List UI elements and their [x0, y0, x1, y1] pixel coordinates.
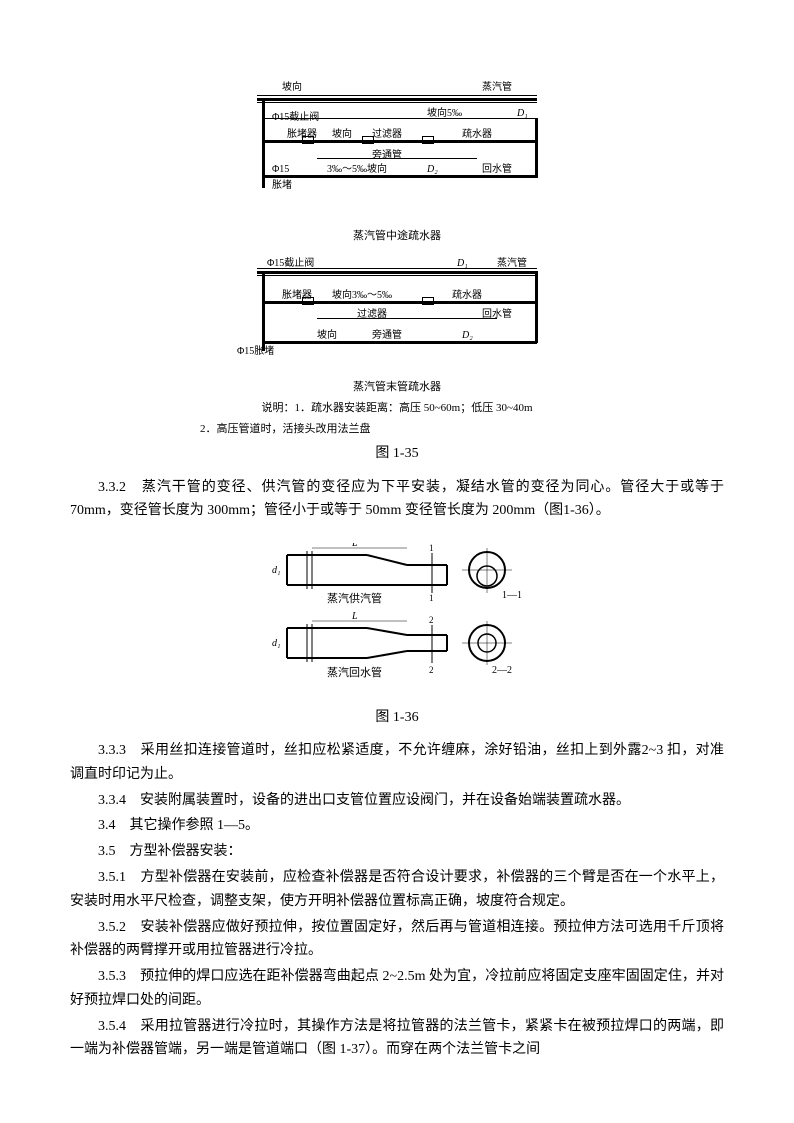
para-35: 3.5 方型补偿器安装：: [70, 840, 724, 864]
explanation-line1: 说明：1．疏水器安装距离：高压 50~60m；低压 30~40m: [70, 400, 724, 418]
label-drain: 疏水器: [462, 127, 492, 143]
para-332: 3.3.2 蒸汽干管的变径、供汽管的变径应为下平安装，凝结水管的变径为同心。管径…: [70, 476, 724, 524]
label2-valve15: Φ15截止阀: [267, 256, 314, 272]
para-333: 3.3.3 采用丝扣连接管道时，丝扣应松紧适度，不允许缠麻，涂好铅油，丝扣上到外…: [70, 739, 724, 787]
label-d1: D₁: [517, 106, 528, 122]
label2-bypass: 旁通管: [372, 328, 402, 344]
diagram-reducer: 1 1 L d₁ 1—1 2: [267, 543, 527, 683]
label2-d1: D₁: [457, 256, 468, 272]
svg-text:d₁: d₁: [272, 565, 280, 576]
label-slope-mid: 坡向: [332, 127, 352, 143]
para-351: 3.5.1 方型补偿器在安装前，应检查补偿器是否符合设计要求，补偿器的三个臂是否…: [70, 866, 724, 914]
label-slope35: 3‰～5‰坡向: [327, 162, 387, 178]
label2-expander: 胀堵器: [282, 288, 312, 304]
label2-slope35: 坡向3‰～5‰: [332, 288, 392, 304]
diagram1-caption: 蒸汽管中途疏水器: [70, 228, 724, 246]
label-slope-top: 坡向: [282, 80, 302, 96]
svg-text:2: 2: [429, 665, 434, 675]
label-slope5: 坡向5‰: [427, 106, 462, 122]
figure-136-container: 1 1 L d₁ 1—1 2: [70, 533, 724, 729]
label2-return: 回水管: [482, 307, 512, 323]
label-return3: 蒸汽回水管: [327, 665, 382, 683]
label-filter: 过滤器: [372, 127, 402, 143]
label2-drain: 疏水器: [452, 288, 482, 304]
para-34: 3.4 其它操作参照 1—5。: [70, 814, 724, 838]
label-supply: 蒸汽供汽管: [327, 591, 382, 609]
label2-filter: 过滤器: [357, 307, 387, 323]
label2-slope: 坡向: [317, 328, 337, 344]
label-phi15: Φ15: [272, 162, 289, 178]
para-353: 3.5.3 预拉伸的焊口应选在距补偿器弯曲起点 2~2.5m 处为宜，冷拉前应将…: [70, 965, 724, 1013]
label2-d2: D₂: [462, 328, 473, 344]
diagram-mid-drain: 坡向 蒸汽管 Φ15截止阀 坡向5‰ D₁ 胀堵器 坡向 过滤器 疏水器 旁通管…: [227, 80, 567, 210]
svg-text:1—1: 1—1: [502, 590, 522, 601]
label2-steam: 蒸汽管: [497, 256, 527, 272]
label-return: 回水管: [482, 162, 512, 178]
fig-136-label: 图 1-36: [70, 707, 724, 729]
label-steam-pipe: 蒸汽管: [482, 80, 512, 96]
para-352: 3.5.2 安装补偿器应做好预拉伸，按位置固定好，然后再与管道相连接。预拉伸方法…: [70, 916, 724, 964]
label-expander: 胀堵器: [287, 127, 317, 143]
label-plug: 胀堵: [272, 178, 292, 194]
svg-text:1: 1: [429, 593, 434, 603]
svg-text:2—2: 2—2: [492, 665, 512, 676]
svg-text:d₁: d₁: [272, 638, 280, 649]
diagram2-caption: 蒸汽管末管疏水器: [70, 379, 724, 397]
figure-135-container: 坡向 蒸汽管 Φ15截止阀 坡向5‰ D₁ 胀堵器 坡向 过滤器 疏水器 旁通管…: [70, 80, 724, 466]
fig-135-label: 图 1-35: [70, 443, 724, 465]
svg-text:2: 2: [429, 615, 434, 625]
svg-text:L: L: [351, 543, 358, 549]
diagram-end-drain: Φ15截止阀 D₁ 蒸汽管 胀堵器 坡向3‰～5‰ 疏水器 过滤器 回水管 Φ1…: [227, 256, 567, 366]
label-d2: D₂: [427, 162, 438, 178]
explanation-line2: 2．高压管道时，活接头改用法兰盘: [70, 421, 724, 439]
para-334: 3.3.4 安装附属装置时，设备的进出口支管位置应设阀门，并在设备始端装置疏水器…: [70, 789, 724, 813]
label2-plug15: Φ15胀堵: [237, 344, 274, 360]
para-354: 3.5.4 采用拉管器进行冷拉时，其操作方法是将拉管器的法兰管卡，紧紧卡在被预拉…: [70, 1015, 724, 1063]
svg-text:1: 1: [429, 543, 434, 553]
svg-text:L: L: [351, 611, 358, 622]
